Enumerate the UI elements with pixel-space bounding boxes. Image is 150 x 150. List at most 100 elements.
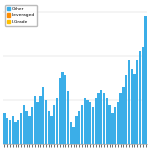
- Bar: [100, 90, 102, 144]
- Bar: [75, 120, 78, 144]
- Bar: [139, 56, 141, 144]
- Bar: [133, 78, 136, 144]
- Bar: [48, 116, 50, 144]
- Bar: [139, 60, 141, 144]
- Bar: [108, 109, 111, 144]
- Bar: [28, 116, 30, 144]
- Bar: [114, 111, 116, 144]
- Legend: Other, Leveraged, I-Grade: Other, Leveraged, I-Grade: [5, 5, 37, 26]
- Bar: [25, 111, 28, 144]
- Bar: [84, 107, 86, 144]
- Bar: [6, 118, 8, 144]
- Bar: [89, 107, 91, 144]
- Bar: [95, 102, 97, 144]
- Bar: [48, 120, 50, 144]
- Bar: [23, 109, 25, 144]
- Bar: [122, 96, 125, 144]
- Bar: [14, 125, 17, 144]
- Bar: [95, 98, 97, 144]
- Bar: [64, 75, 66, 144]
- Bar: [75, 125, 78, 144]
- Bar: [81, 113, 83, 144]
- Bar: [56, 98, 58, 144]
- Bar: [67, 91, 69, 144]
- Bar: [42, 87, 44, 144]
- Bar: [89, 113, 91, 144]
- Bar: [130, 69, 133, 144]
- Bar: [9, 125, 11, 144]
- Bar: [25, 113, 28, 144]
- Bar: [130, 78, 133, 144]
- Bar: [72, 134, 75, 144]
- Bar: [50, 120, 53, 144]
- Bar: [45, 105, 47, 144]
- Bar: [3, 118, 6, 144]
- Bar: [12, 120, 14, 144]
- Bar: [56, 102, 58, 144]
- Bar: [64, 82, 66, 144]
- Bar: [64, 90, 66, 144]
- Bar: [89, 102, 91, 144]
- Bar: [61, 84, 64, 144]
- Bar: [117, 107, 119, 144]
- Bar: [142, 47, 144, 144]
- Bar: [6, 122, 8, 144]
- Bar: [122, 87, 125, 144]
- Bar: [92, 107, 94, 144]
- Bar: [20, 122, 22, 144]
- Bar: [100, 93, 102, 144]
- Bar: [61, 72, 64, 144]
- Bar: [9, 129, 11, 144]
- Bar: [144, 25, 147, 144]
- Bar: [6, 127, 8, 144]
- Bar: [108, 105, 111, 144]
- Bar: [39, 100, 42, 144]
- Bar: [120, 93, 122, 144]
- Bar: [103, 93, 105, 144]
- Bar: [31, 107, 33, 144]
- Bar: [103, 102, 105, 144]
- Bar: [111, 113, 114, 144]
- Bar: [95, 107, 97, 144]
- Bar: [23, 113, 25, 144]
- Bar: [111, 118, 114, 144]
- Bar: [114, 107, 116, 144]
- Bar: [103, 98, 105, 144]
- Bar: [114, 116, 116, 144]
- Bar: [14, 129, 17, 144]
- Bar: [9, 120, 11, 144]
- Bar: [17, 127, 20, 144]
- Bar: [53, 105, 55, 144]
- Bar: [144, 16, 147, 144]
- Bar: [86, 100, 89, 144]
- Bar: [53, 109, 55, 144]
- Bar: [122, 91, 125, 144]
- Bar: [84, 98, 86, 144]
- Bar: [128, 67, 130, 144]
- Bar: [125, 84, 127, 144]
- Bar: [61, 78, 64, 144]
- Bar: [50, 116, 53, 144]
- Bar: [144, 29, 147, 144]
- Bar: [86, 109, 89, 144]
- Bar: [3, 122, 6, 144]
- Bar: [78, 113, 80, 144]
- Bar: [125, 75, 127, 144]
- Bar: [117, 111, 119, 144]
- Bar: [130, 74, 133, 144]
- Bar: [59, 78, 61, 144]
- Bar: [78, 118, 80, 144]
- Bar: [78, 111, 80, 144]
- Bar: [59, 91, 61, 144]
- Bar: [139, 51, 141, 144]
- Bar: [28, 120, 30, 144]
- Bar: [36, 102, 39, 144]
- Bar: [142, 51, 144, 144]
- Bar: [3, 113, 6, 144]
- Bar: [70, 131, 72, 144]
- Bar: [97, 105, 100, 144]
- Bar: [108, 113, 111, 144]
- Bar: [12, 125, 14, 144]
- Bar: [120, 98, 122, 144]
- Bar: [31, 111, 33, 144]
